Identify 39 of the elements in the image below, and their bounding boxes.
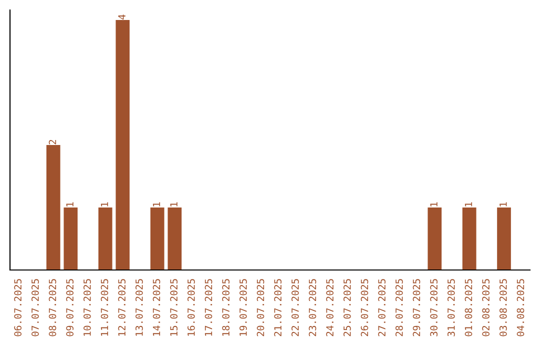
x-tick-label: 07.07.2025 — [31, 279, 39, 336]
x-tick-label: 02.08.2025 — [482, 279, 490, 336]
x-tick-label: 13.07.2025 — [135, 279, 143, 336]
data-label: 1 — [100, 202, 108, 206]
x-tick-label: 28.07.2025 — [395, 279, 403, 336]
x-tick-label: 06.07.2025 — [14, 279, 22, 336]
x-tick-label: 26.07.2025 — [360, 279, 368, 336]
x-tick-label: 16.07.2025 — [187, 279, 195, 336]
x-tick-label: 31.07.2025 — [447, 279, 455, 336]
x-tick-label: 01.08.2025 — [464, 279, 472, 336]
x-tick-label: 23.07.2025 — [308, 279, 316, 336]
x-tick-label: 03.08.2025 — [499, 279, 507, 336]
x-tick-label: 12.07.2025 — [118, 279, 126, 336]
data-label: 1 — [430, 202, 438, 206]
data-label: 1 — [500, 202, 507, 206]
data-label: 1 — [66, 202, 74, 206]
x-tick-label: 30.07.2025 — [430, 279, 438, 336]
x-tick-label: 08.07.2025 — [48, 279, 56, 336]
data-label: 2 — [48, 140, 56, 144]
x-tick-label: 14.07.2025 — [152, 279, 160, 336]
x-tick-label: 04.08.2025 — [516, 279, 524, 336]
x-tick-label: 29.07.2025 — [412, 279, 420, 336]
x-tick-label: 17.07.2025 — [204, 279, 212, 336]
x-tick-label: 27.07.2025 — [378, 279, 386, 336]
data-label: 4 — [118, 14, 126, 20]
x-tick-label: 21.07.2025 — [274, 279, 282, 336]
x-tick-label: 22.07.2025 — [291, 279, 299, 336]
x-tick-label: 09.07.2025 — [66, 279, 74, 336]
data-label: 1 — [152, 202, 160, 206]
data-label: 1 — [170, 202, 178, 206]
x-tick-label: 11.07.2025 — [100, 279, 108, 336]
x-tick-label: 19.07.2025 — [239, 279, 247, 336]
data-label: 1 — [464, 202, 472, 206]
x-tick-label: 20.07.2025 — [256, 279, 264, 336]
x-tick-label: 10.07.2025 — [83, 279, 91, 336]
x-tick-label: 15.07.2025 — [170, 279, 178, 336]
x-tick-label: 18.07.2025 — [222, 279, 230, 336]
x-tick-label: 24.07.2025 — [326, 279, 334, 336]
x-tick-label: 25.07.2025 — [343, 279, 351, 336]
